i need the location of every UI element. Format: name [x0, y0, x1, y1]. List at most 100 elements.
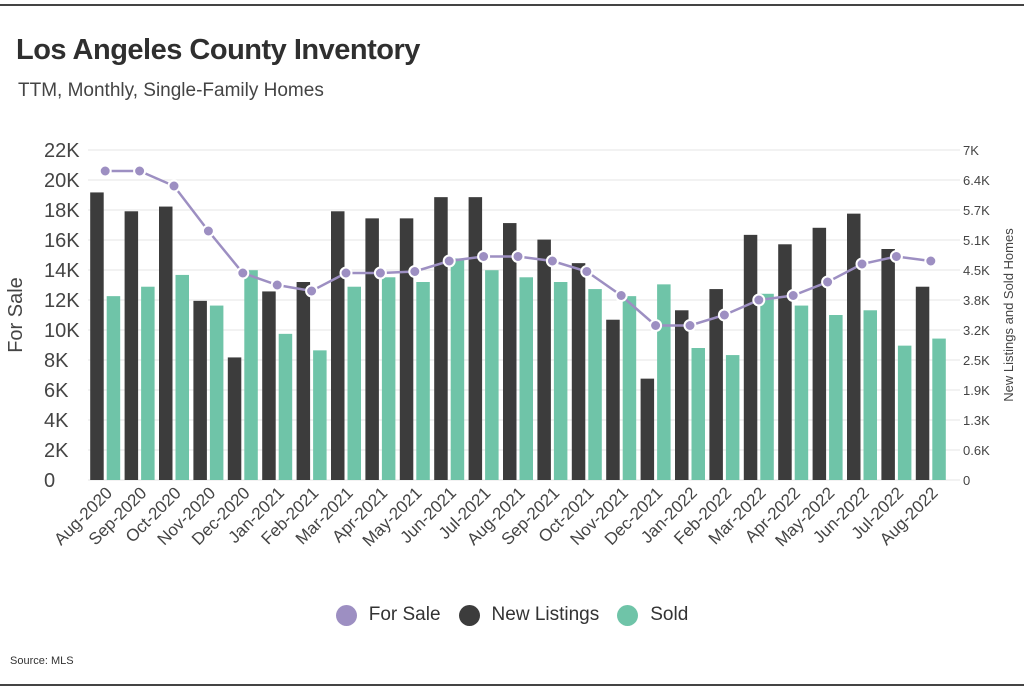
sold-bar — [588, 289, 602, 480]
new-listings-bar — [675, 310, 689, 480]
legend-swatch-sold — [617, 604, 639, 626]
sold-bar — [657, 284, 671, 480]
y-left-tick-label: 6K — [44, 380, 69, 402]
for-sale-point — [305, 284, 319, 298]
y-right-tick-label: 0.6K — [963, 443, 990, 458]
top-rule — [0, 4, 1024, 6]
new-listings-bar — [262, 291, 276, 480]
for-sale-point — [167, 179, 181, 193]
sold-bar — [450, 258, 465, 480]
for-sale-point — [889, 250, 903, 263]
new-listings-bar — [331, 211, 345, 481]
new-listings-bar — [193, 300, 207, 480]
new-listings-bar — [537, 239, 551, 480]
for-sale-point — [270, 278, 284, 292]
y-right-tick-label: 3.2K — [963, 323, 990, 338]
y-left-tick-label: 16K — [44, 230, 80, 252]
for-sale-point — [133, 164, 147, 178]
legend-item-for-sale[interactable]: For Sale — [335, 604, 441, 626]
new-listings-bar — [571, 263, 586, 480]
for-sale-point — [408, 265, 422, 278]
new-listings-bar — [881, 249, 895, 480]
sold-bar — [485, 270, 499, 480]
for-sale-point — [821, 275, 835, 289]
y-left-tick-label: 18K — [44, 200, 80, 222]
sold-bar — [347, 286, 361, 480]
sold-bar — [209, 305, 224, 480]
new-listings-bar — [778, 244, 792, 480]
for-sale-point — [649, 319, 663, 332]
y-left-tick-label: 4K — [44, 410, 69, 432]
sold-bar — [553, 282, 568, 480]
new-listings-bar — [399, 218, 414, 480]
for-sale-point — [786, 289, 800, 302]
new-listings-bar — [812, 227, 827, 480]
y-left-tick-label: 22K — [44, 140, 80, 162]
new-listings-bar — [640, 378, 655, 480]
y-right-tick-label: 4.5K — [963, 263, 990, 278]
y-right-tick-label: 7K — [963, 143, 979, 158]
y-left-tick-label: 10K — [44, 320, 80, 342]
for-sale-point — [98, 164, 112, 178]
for-sale-point — [339, 266, 353, 280]
y-right-tick-label: 2.5K — [963, 353, 990, 368]
y-left-tick-label: 2K — [44, 440, 69, 462]
sold-bar — [106, 296, 121, 480]
sold-bar — [897, 345, 912, 480]
new-listings-bar — [743, 234, 758, 480]
legend-label-sold: Sold — [650, 604, 689, 625]
sold-bar — [278, 333, 293, 480]
legend-label-new-listings: New Listings — [491, 604, 600, 625]
sold-bar — [175, 274, 189, 480]
sold-bar — [519, 277, 533, 480]
for-sale-point — [614, 289, 628, 302]
y-right-tick-label: 5.7K — [963, 203, 990, 218]
new-listings-bar — [227, 357, 242, 480]
for-sale-point — [511, 250, 525, 263]
sold-bar — [863, 310, 877, 480]
y-left-tick-label: 0 — [44, 470, 55, 492]
for-sale-point — [442, 254, 456, 268]
sold-bar — [725, 355, 740, 480]
sold-bar — [244, 270, 258, 480]
sold-bar — [760, 293, 774, 480]
legend-item-sold[interactable]: Sold — [617, 604, 688, 626]
new-listings-bar — [709, 289, 723, 480]
for-sale-point — [580, 265, 594, 278]
sold-bar — [416, 282, 430, 480]
y-right-tick-label: 1.9K — [963, 383, 990, 398]
new-listings-bar — [468, 197, 483, 480]
new-listings-bar — [606, 319, 620, 480]
for-sale-point — [236, 266, 250, 280]
new-listings-bar — [847, 213, 861, 480]
new-listings-bar — [159, 206, 173, 481]
new-listings-bar — [434, 197, 448, 480]
new-listings-bar — [90, 192, 104, 480]
for-sale-point — [201, 224, 215, 238]
y-right-tick-label: 0 — [963, 473, 970, 488]
y-right-tick-label: 3.8K — [963, 293, 990, 308]
legend-item-new-listings[interactable]: New Listings — [458, 604, 600, 626]
chart-subtitle: TTM, Monthly, Single-Family Homes — [18, 80, 324, 101]
for-sale-point — [477, 250, 491, 263]
legend: For Sale New Listings Sold — [0, 604, 1024, 626]
for-sale-line — [105, 169, 931, 327]
for-sale-point — [717, 308, 731, 322]
y-right-tick-label: 1.3K — [963, 413, 990, 428]
legend-swatch-for-sale — [335, 604, 357, 626]
sold-bar — [829, 315, 843, 480]
legend-swatch-new-listings — [458, 604, 480, 626]
for-sale-point — [752, 293, 766, 307]
for-sale-point — [545, 254, 559, 268]
for-sale-point — [855, 257, 869, 271]
sold-bar — [622, 296, 637, 480]
new-listings-bar — [124, 211, 139, 481]
sold-bar — [313, 350, 327, 480]
sold-bar — [141, 286, 155, 480]
chart-title: Los Angeles County Inventory — [16, 34, 420, 66]
new-listings-bar — [915, 286, 930, 480]
new-listings-bar — [503, 223, 517, 481]
y-right-tick-label: 5.1K — [963, 233, 990, 248]
for-sale-point — [924, 254, 938, 268]
